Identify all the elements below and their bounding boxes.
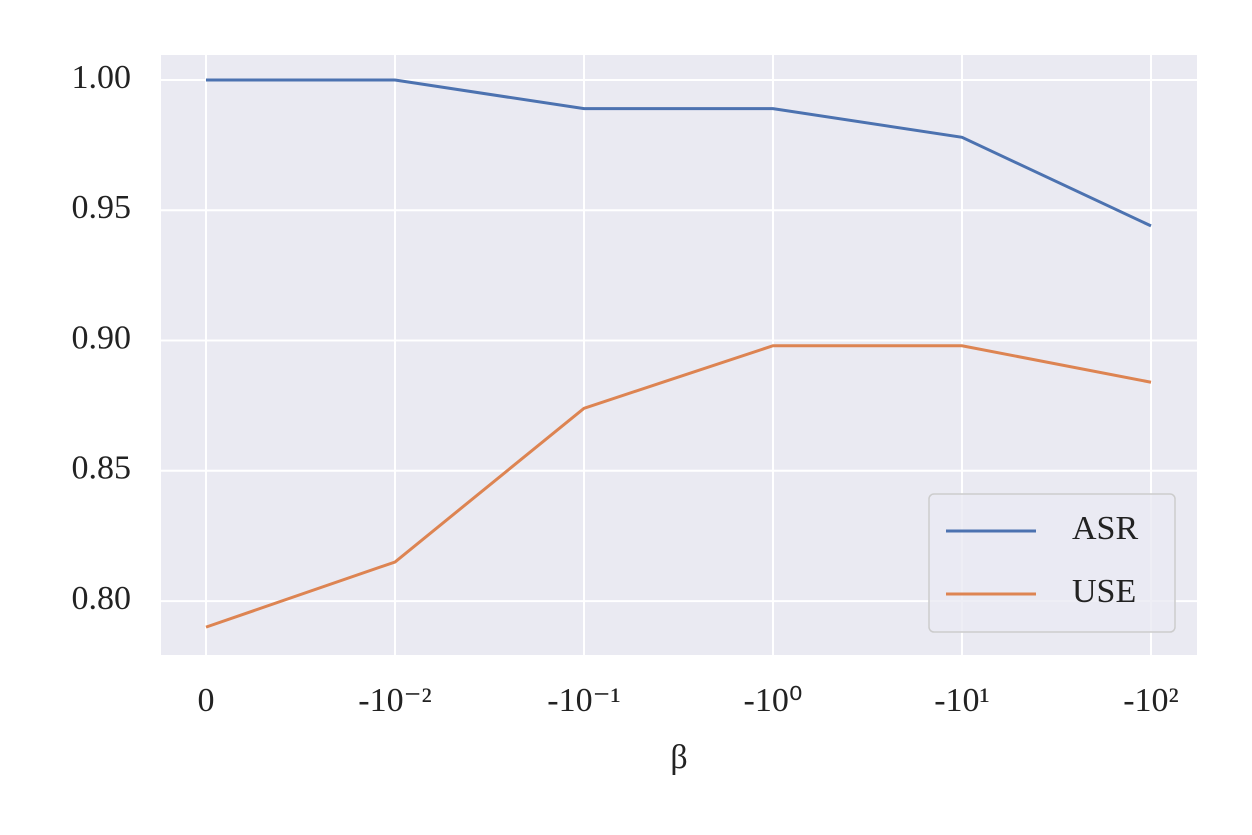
- y-tick-label: 0.90: [72, 319, 132, 356]
- legend-box: [928, 493, 1176, 633]
- y-tick-label: 0.95: [72, 189, 132, 226]
- legend-label: USE: [1072, 573, 1136, 610]
- x-tick-label: 0: [198, 682, 215, 719]
- x-tick-label: -10⁻²: [358, 682, 431, 719]
- line-series: [205, 344, 1152, 629]
- x-tick-label: -10⁰: [744, 682, 803, 719]
- x-tick-label: -10¹: [934, 682, 990, 719]
- legend-label: ASR: [1072, 510, 1138, 547]
- x-axis-label: β: [670, 739, 687, 776]
- y-tick-label: 1.00: [72, 59, 132, 96]
- x-tick-label: -10²: [1123, 682, 1179, 719]
- y-tick-label: 0.80: [72, 580, 132, 617]
- y-tick-label: 0.85: [72, 450, 132, 487]
- line-series: [206, 78, 1152, 228]
- x-tick-label: -10⁻¹: [547, 682, 620, 719]
